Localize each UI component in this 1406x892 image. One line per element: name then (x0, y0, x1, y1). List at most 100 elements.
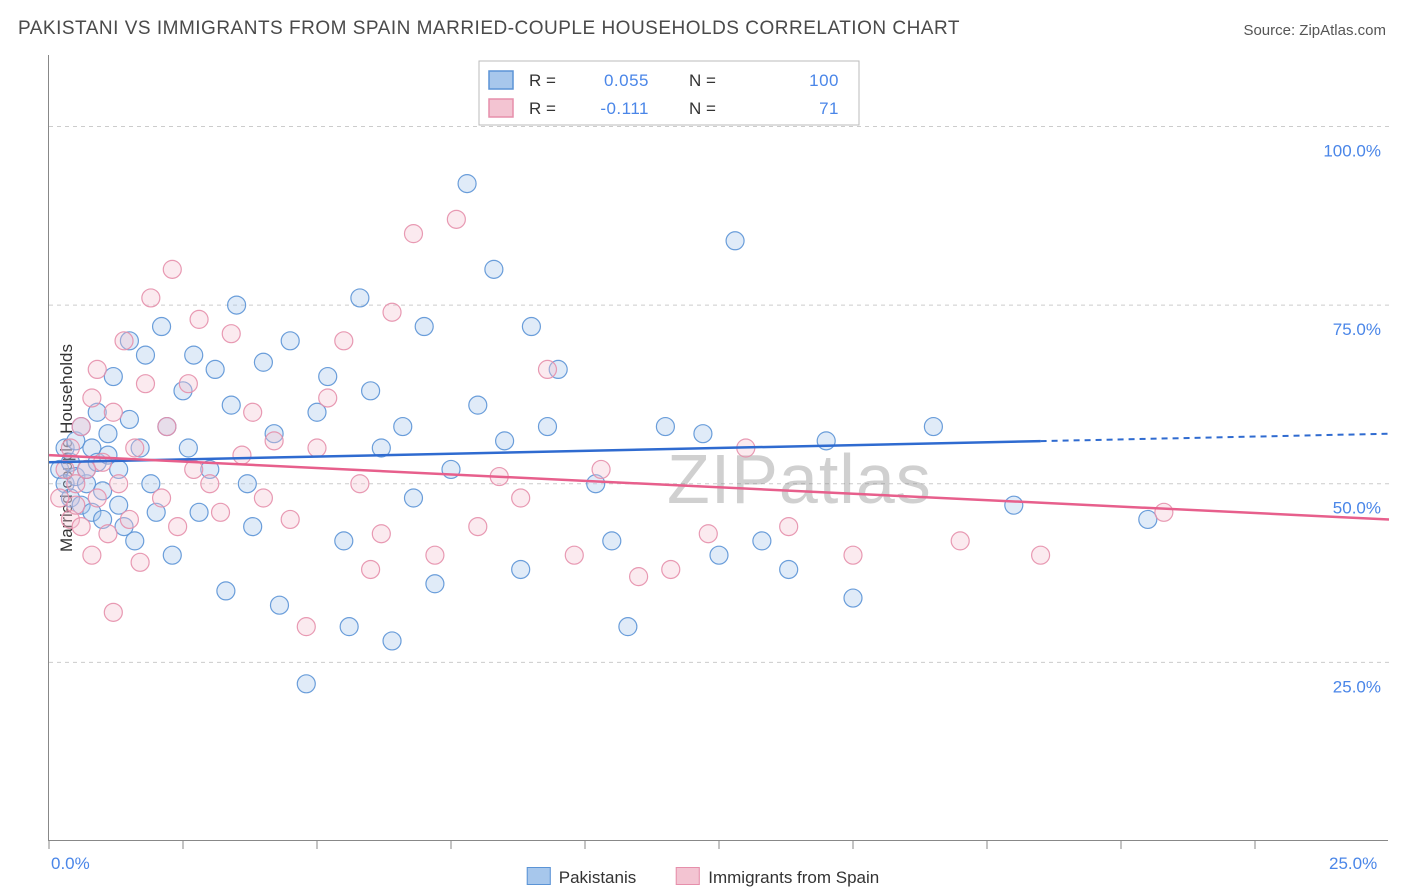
scatter-point (844, 589, 862, 607)
scatter-point (753, 532, 771, 550)
scatter-point (394, 418, 412, 436)
scatter-point (190, 503, 208, 521)
scatter-point (270, 596, 288, 614)
scatter-point (99, 425, 117, 443)
scatter-point (308, 439, 326, 457)
scatter-point (238, 475, 256, 493)
scatter-point (153, 318, 171, 336)
stat-r-value: -0.111 (600, 99, 649, 118)
chart-svg: 25.0%50.0%75.0%100.0%ZIPatlasR =0.055N =… (49, 55, 1389, 841)
chart-title: PAKISTANI VS IMMIGRANTS FROM SPAIN MARRI… (18, 18, 960, 40)
scatter-point (120, 510, 138, 528)
scatter-point (297, 618, 315, 636)
legend-label: Pakistanis (559, 868, 636, 887)
scatter-point (158, 418, 176, 436)
scatter-point (212, 503, 230, 521)
scatter-point (153, 489, 171, 507)
scatter-point (619, 618, 637, 636)
trend-line-extrapolation (1041, 434, 1389, 441)
scatter-point (522, 318, 540, 336)
y-tick-label: 75.0% (1333, 320, 1381, 339)
scatter-point (469, 518, 487, 536)
scatter-point (924, 418, 942, 436)
scatter-point (699, 525, 717, 543)
legend-item: Immigrants from Spain (676, 867, 879, 888)
legend-swatch (527, 867, 551, 885)
scatter-point (104, 603, 122, 621)
scatter-point (67, 496, 85, 514)
scatter-point (1139, 510, 1157, 528)
scatter-point (565, 546, 583, 564)
scatter-point (179, 439, 197, 457)
scatter-point (319, 389, 337, 407)
scatter-point (131, 553, 149, 571)
scatter-point (844, 546, 862, 564)
scatter-point (163, 260, 181, 278)
scatter-point (163, 546, 181, 564)
scatter-point (88, 489, 106, 507)
x-axis-max-label: 25.0% (1329, 854, 1377, 873)
scatter-point (254, 489, 272, 507)
scatter-point (512, 560, 530, 578)
scatter-point (694, 425, 712, 443)
scatter-point (72, 518, 90, 536)
watermark: ZIPatlas (667, 440, 932, 518)
scatter-point (104, 368, 122, 386)
y-tick-label: 25.0% (1333, 677, 1381, 696)
scatter-point (383, 632, 401, 650)
scatter-point (201, 475, 219, 493)
scatter-point (126, 439, 144, 457)
scatter-point (83, 389, 101, 407)
y-tick-label: 100.0% (1323, 141, 1381, 160)
stat-n-label: N = (689, 71, 716, 90)
scatter-point (222, 396, 240, 414)
scatter-point (351, 289, 369, 307)
scatter-point (179, 375, 197, 393)
scatter-point (254, 353, 272, 371)
x-axis-min-label: 0.0% (51, 854, 90, 873)
scatter-point (110, 475, 128, 493)
scatter-point (726, 232, 744, 250)
scatter-point (404, 225, 422, 243)
scatter-point (104, 403, 122, 421)
scatter-point (88, 360, 106, 378)
scatter-point (126, 532, 144, 550)
scatter-point (710, 546, 728, 564)
legend-item: Pakistanis (527, 867, 636, 888)
scatter-point (281, 332, 299, 350)
scatter-point (233, 446, 251, 464)
scatter-point (265, 432, 283, 450)
scatter-point (662, 560, 680, 578)
scatter-point (244, 518, 262, 536)
scatter-point (415, 318, 433, 336)
scatter-point (136, 375, 154, 393)
scatter-point (340, 618, 358, 636)
scatter-point (78, 460, 96, 478)
stat-n-label: N = (689, 99, 716, 118)
chart-plot-area: Married-couple Households 25.0%50.0%75.0… (48, 55, 1388, 841)
scatter-point (281, 510, 299, 528)
y-tick-label: 50.0% (1333, 499, 1381, 518)
scatter-point (447, 210, 465, 228)
scatter-point (222, 325, 240, 343)
legend-swatch (489, 99, 513, 117)
bottom-legend: Pakistanis Immigrants from Spain (527, 867, 879, 888)
scatter-point (951, 532, 969, 550)
scatter-point (136, 346, 154, 364)
scatter-point (538, 418, 556, 436)
scatter-point (297, 675, 315, 693)
scatter-point (61, 439, 79, 457)
scatter-point (335, 332, 353, 350)
scatter-point (228, 296, 246, 314)
scatter-point (1155, 503, 1173, 521)
scatter-point (99, 525, 117, 543)
scatter-point (1005, 496, 1023, 514)
scatter-point (426, 546, 444, 564)
scatter-point (206, 360, 224, 378)
scatter-point (362, 382, 380, 400)
scatter-point (512, 489, 530, 507)
scatter-point (335, 532, 353, 550)
scatter-point (458, 175, 476, 193)
scatter-point (469, 396, 487, 414)
source-attribution: Source: ZipAtlas.com (1243, 22, 1386, 39)
